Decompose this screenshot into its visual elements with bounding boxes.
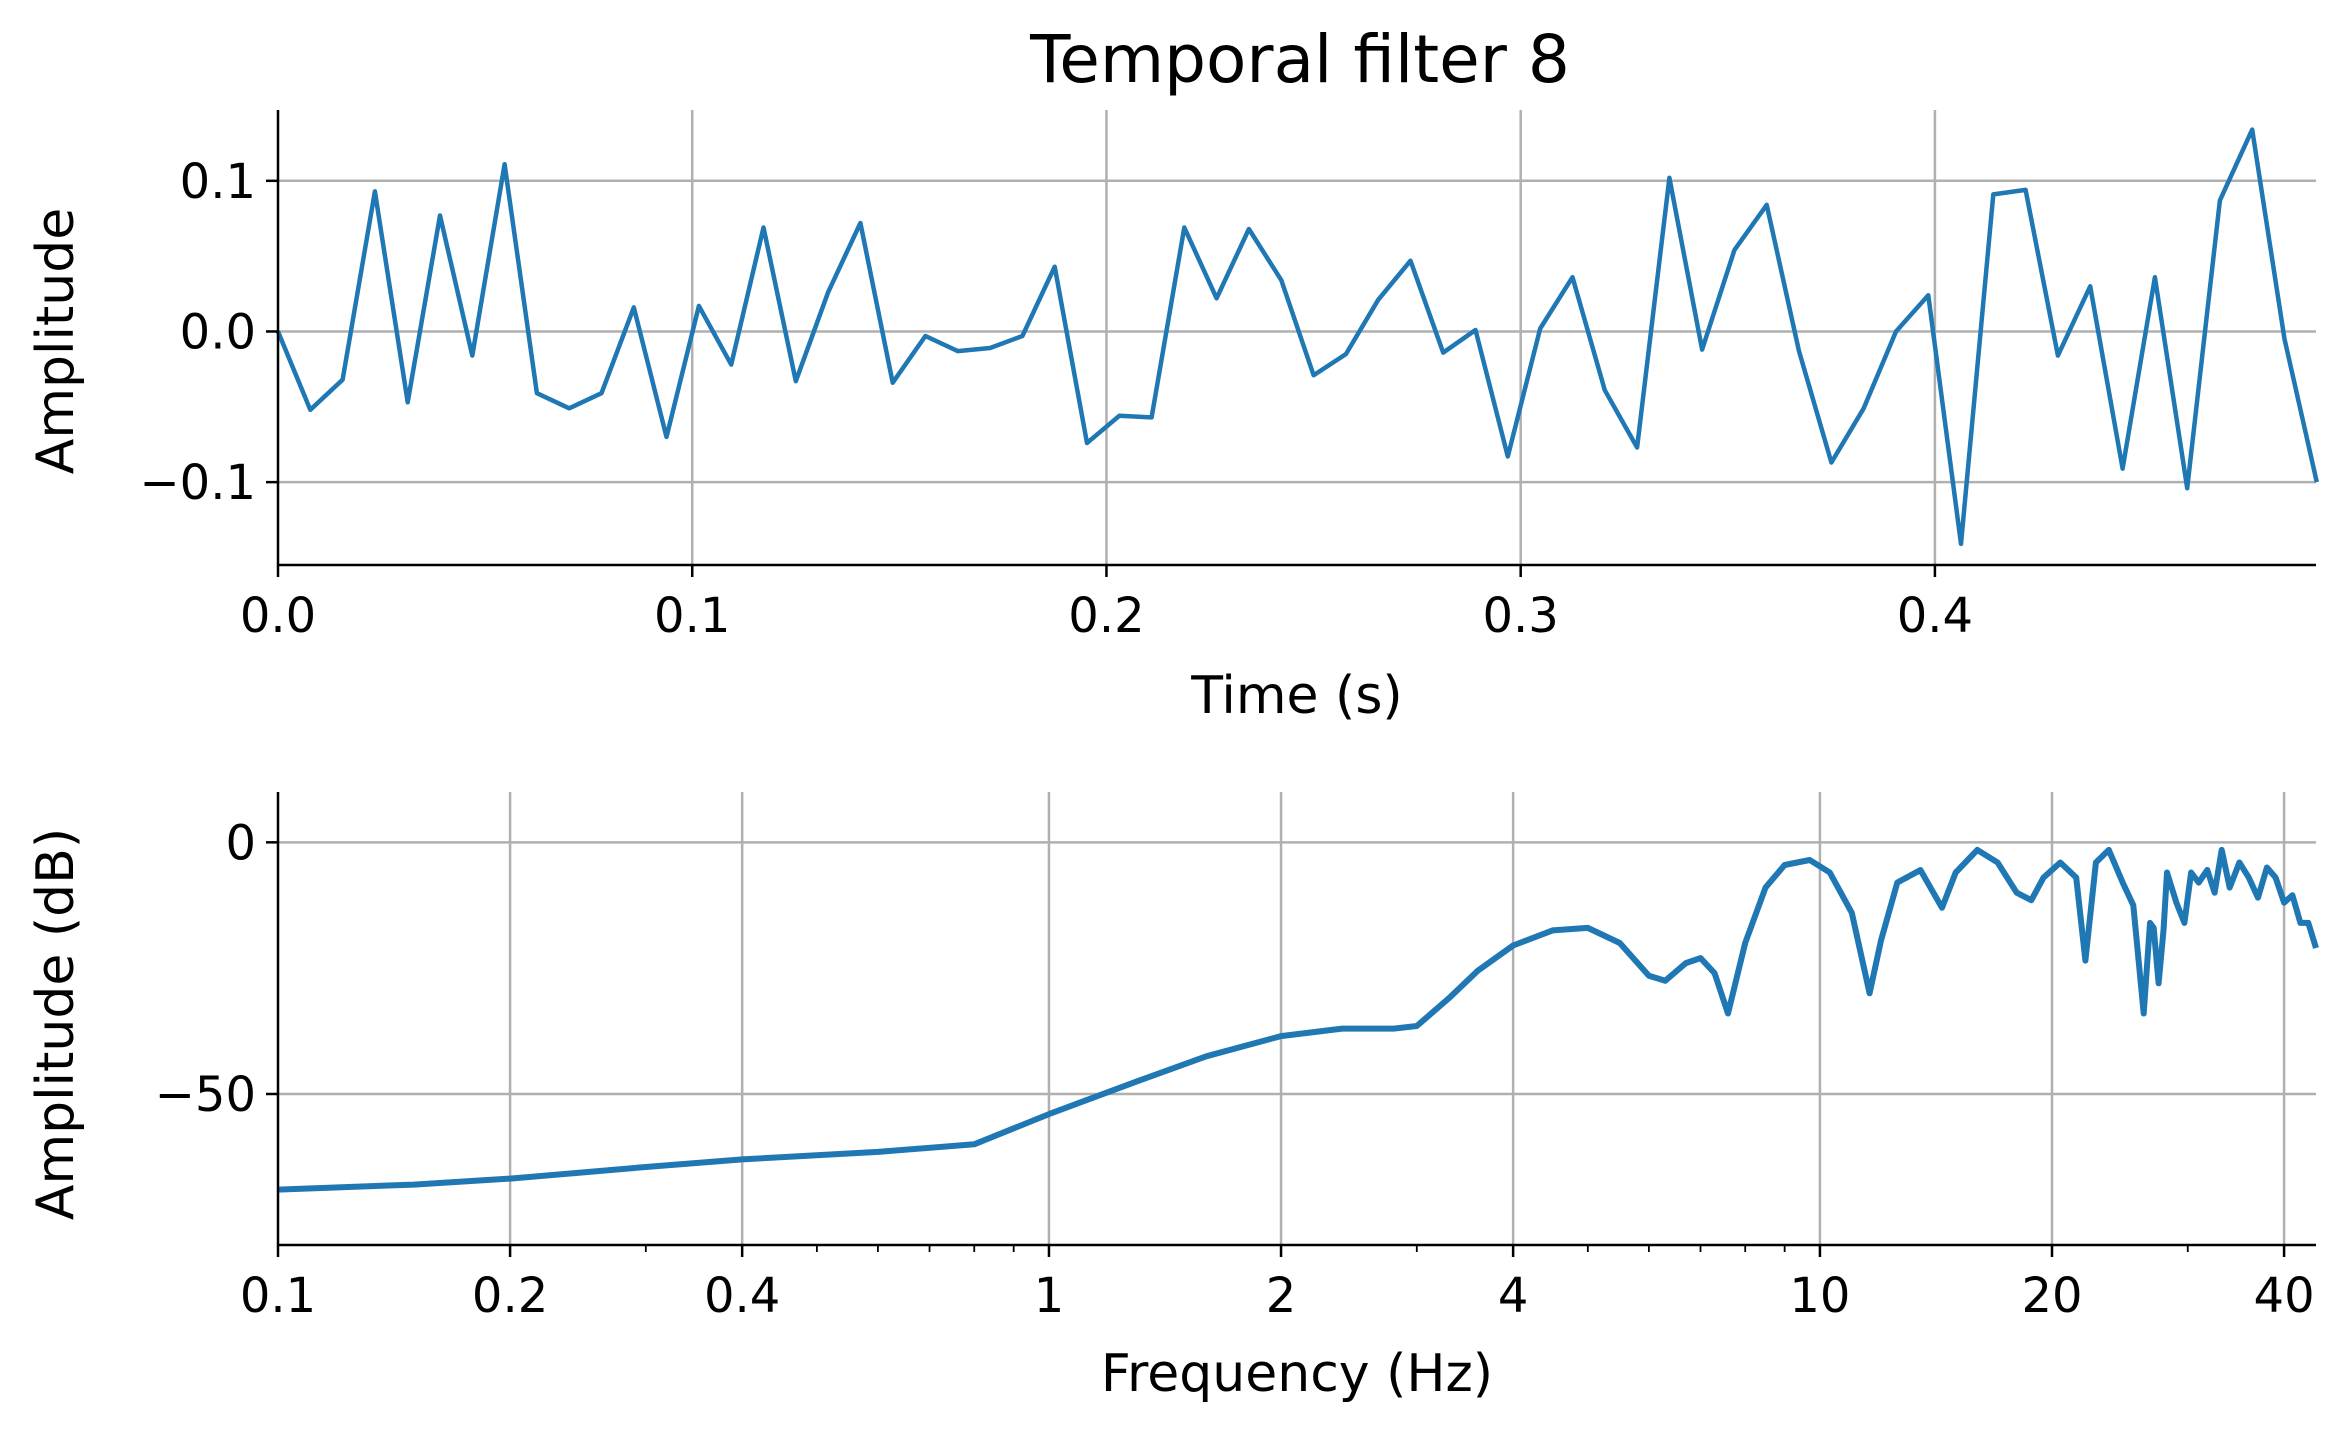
frequency-x-tick-label: 0.2 bbox=[472, 1268, 548, 1324]
time-x-tick-label: 0.4 bbox=[1897, 588, 1973, 644]
frequency-x-tick-label: 0.4 bbox=[704, 1268, 780, 1324]
frequency-series-layer bbox=[277, 846, 2319, 1193]
time-y-axis-label: Amplitude bbox=[26, 208, 86, 474]
time-x-axis-label: Time (s) bbox=[1190, 666, 1402, 726]
frequency-grid bbox=[278, 792, 2316, 1245]
time-series-line bbox=[275, 127, 2319, 547]
time-x-tick-label: 0.0 bbox=[240, 588, 316, 644]
frequency-y-tick-label: −50 bbox=[155, 1067, 256, 1123]
frequency-x-tick-label: 4 bbox=[1498, 1268, 1529, 1324]
time-domain-panel: 0.0 0.1 0.2 0.3 0.4 0.1 0.0 −0.1 Time (s) Ampli… bbox=[26, 110, 2319, 726]
frequency-series-line bbox=[277, 846, 2319, 1193]
frequency-y-axis-label: Amplitude (dB) bbox=[26, 828, 86, 1220]
time-series-layer bbox=[275, 127, 2319, 547]
time-y-tick-label: −0.1 bbox=[139, 455, 256, 511]
frequency-x-axis-label: Frequency (Hz) bbox=[1101, 1344, 1493, 1404]
frequency-x-tick-label: 0.1 bbox=[240, 1268, 316, 1324]
frequency-x-tick-label: 1 bbox=[1034, 1268, 1065, 1324]
time-grid bbox=[278, 110, 2316, 565]
frequency-x-tick-label: 20 bbox=[2021, 1268, 2082, 1324]
time-axes: 0.0 0.1 0.2 0.3 0.4 0.1 0.0 −0.1 bbox=[139, 110, 2316, 644]
frequency-axes: 0.1 0.2 0.4 1 2 4 10 20 40 0 −50 bbox=[155, 792, 2316, 1324]
frequency-x-tick-label: 40 bbox=[2254, 1268, 2315, 1324]
time-x-tick-label: 0.2 bbox=[1068, 588, 1144, 644]
time-y-tick-label: 0.0 bbox=[180, 304, 256, 360]
chart-title: Temporal filter 8 bbox=[1029, 21, 1570, 98]
time-x-tick-label: 0.1 bbox=[654, 588, 730, 644]
frequency-x-tick-label: 2 bbox=[1266, 1268, 1297, 1324]
time-x-tick-label: 0.3 bbox=[1483, 588, 1559, 644]
frequency-x-tick-label: 10 bbox=[1789, 1268, 1850, 1324]
frequency-y-tick-label: 0 bbox=[225, 815, 256, 871]
frequency-domain-panel: 0.1 0.2 0.4 1 2 4 10 20 40 0 −50 Frequency (Hz) Am… bbox=[26, 792, 2319, 1404]
time-y-tick-label: 0.1 bbox=[180, 154, 256, 210]
